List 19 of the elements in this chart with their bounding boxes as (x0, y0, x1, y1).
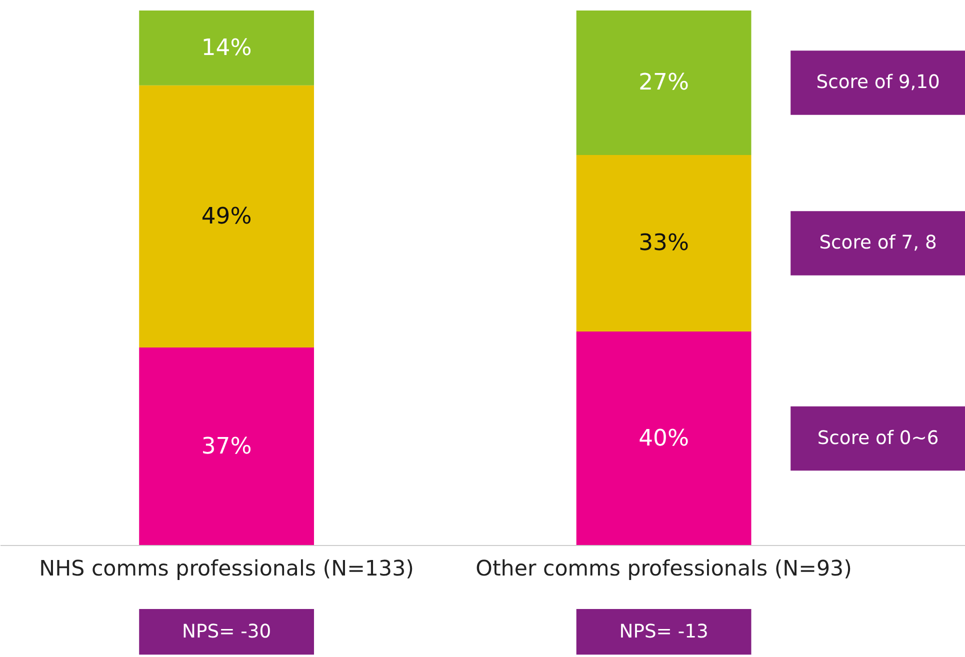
bar (139, 348, 314, 546)
data-label: 49% (201, 203, 252, 230)
x-tick-label: NHS comms professionals (N=133) (39, 556, 414, 582)
data-label: 14% (201, 34, 252, 61)
text: Score of 9,10 (816, 72, 940, 94)
text: Score of 0~6 (817, 428, 939, 449)
text: Score of 7, 8 (819, 232, 937, 254)
bar (139, 85, 314, 348)
bar (576, 10, 752, 155)
data-label: 40% (638, 426, 689, 452)
text: NPS= -13 (619, 621, 708, 642)
text: NPS= -30 (182, 621, 272, 642)
data-label: 37% (201, 434, 252, 460)
data-label: 27% (638, 70, 689, 96)
bar (576, 332, 752, 546)
bar (139, 10, 314, 86)
data-label: 33% (638, 230, 689, 256)
bar (576, 154, 752, 332)
x-tick-label: Other comms professionals (N=93) (476, 556, 852, 582)
